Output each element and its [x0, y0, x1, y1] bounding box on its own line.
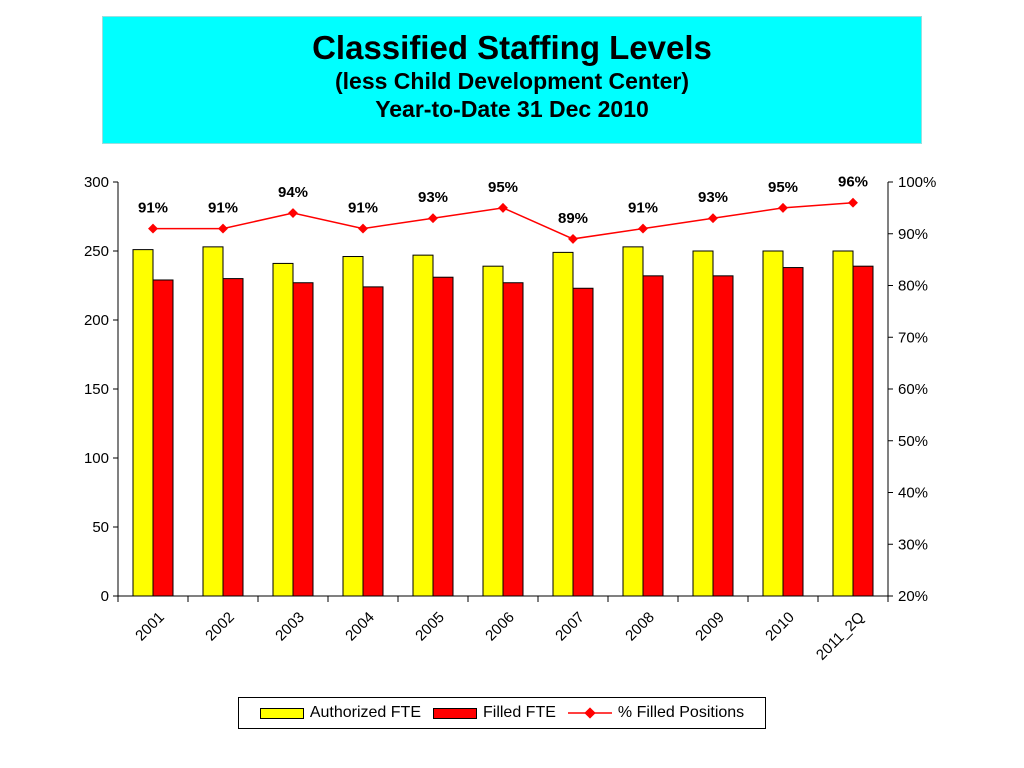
y-right-tick-label: 20% [898, 588, 928, 605]
y-right-tick-label: 100% [898, 174, 936, 191]
x-tick-label: 2006 [482, 609, 518, 645]
y-left-tick-label: 200 [84, 312, 109, 329]
percent-data-label: 91% [348, 200, 378, 217]
percent-data-label: 95% [768, 179, 798, 196]
percent-filled-point [848, 197, 858, 208]
x-tick-label: 2008 [622, 609, 658, 645]
percent-filled-point [358, 223, 368, 234]
chart-subtitle-1: (less Child Development Center) [334, 68, 690, 94]
bar-filled-fte [852, 265, 874, 597]
bar-filled-fte [572, 287, 594, 597]
bar-filled-fte [432, 276, 454, 597]
y-right-tick-label: 60% [898, 381, 928, 398]
legend-item-authorized: Authorized FTE [259, 704, 421, 722]
y-left-tick-label: 0 [101, 588, 109, 605]
bar-filled-fte [782, 267, 804, 597]
chart-legend: Authorized FTE Filled FTE % Filled Posit… [238, 697, 766, 729]
bar-filled-fte [712, 275, 734, 597]
chart-title: Classified Staffing Levels [312, 29, 712, 66]
y-left-tick-label: 300 [84, 174, 109, 191]
percent-filled-point [428, 213, 438, 224]
y-left-tick-label: 50 [92, 519, 109, 536]
bar-filled-fte [642, 275, 664, 597]
y-right-tick-label: 80% [898, 278, 928, 295]
legend-label-filled: Filled FTE [482, 704, 556, 721]
percent-filled-point [218, 223, 228, 234]
bar-filled-fte [502, 282, 524, 597]
legend-swatch-authorized [259, 707, 304, 719]
x-tick-label: 2007 [552, 609, 588, 645]
percent-data-label: 89% [558, 210, 588, 227]
chart-title-box: Classified Staffing Levels (less Child D… [102, 16, 922, 144]
bar-authorized-fte [762, 250, 784, 597]
bar-authorized-fte [272, 262, 294, 597]
percent-data-label: 96% [838, 174, 868, 191]
bar-filled-fte [152, 279, 174, 597]
legend-swatch-filled [432, 707, 477, 719]
percent-filled-point [708, 213, 718, 224]
x-tick-label: 2009 [692, 609, 728, 645]
y-right-tick-label: 40% [898, 485, 928, 502]
x-tick-label: 2005 [412, 609, 448, 645]
y-right-tick-label: 30% [898, 536, 928, 553]
legend-label-authorized: Authorized FTE [309, 704, 421, 721]
chart-plot: 0 50 100 150 200 250 300 20% 30% 40% 50% 60% 70% 80% 9… [84, 174, 936, 664]
percent-filled-point [498, 202, 508, 213]
x-tick-label: 2010 [762, 609, 798, 645]
y-right-tick-label: 90% [898, 226, 928, 243]
percent-filled-point [778, 202, 788, 213]
chart-subtitle-2: Year-to-Date 31 Dec 2010 [375, 96, 649, 122]
x-tick-label: 2011_2Q [813, 609, 868, 664]
legend-label-percent: % Filled Positions [617, 704, 745, 721]
y-right-tick-label: 70% [898, 329, 928, 346]
percent-data-label: 94% [278, 184, 308, 201]
bar-authorized-fte [692, 250, 714, 597]
bar-authorized-fte [132, 249, 154, 597]
x-tick-label: 2002 [202, 609, 238, 645]
percent-data-label: 93% [698, 189, 728, 206]
percent-filled-point [148, 223, 158, 234]
bar-authorized-fte [552, 251, 574, 597]
percent-data-label: 91% [628, 200, 658, 217]
bar-authorized-fte [622, 246, 644, 597]
legend-item-filled: Filled FTE [432, 704, 556, 722]
x-tick-label: 2001 [132, 609, 168, 645]
legend-item-percent: % Filled Positions [567, 704, 745, 722]
percent-data-label: 95% [488, 179, 518, 196]
percent-data-label: 91% [138, 200, 168, 217]
percent-data-label: 91% [208, 200, 238, 217]
bar-filled-fte [292, 282, 314, 597]
x-tick-label: 2004 [342, 609, 378, 645]
bar-authorized-fte [482, 265, 504, 597]
bar-authorized-fte [342, 256, 364, 597]
x-tick-label: 2003 [272, 609, 308, 645]
bar-authorized-fte [202, 246, 224, 597]
y-left-tick-label: 150 [84, 381, 109, 398]
percent-filled-point [288, 208, 298, 218]
percent-data-label: 93% [418, 189, 448, 206]
y-right-tick-label: 50% [898, 433, 928, 450]
percent-filled-point [568, 233, 578, 244]
legend-swatch-percent [567, 707, 612, 719]
bar-filled-fte [362, 286, 384, 597]
bar-authorized-fte [832, 250, 854, 597]
bar-authorized-fte [412, 254, 434, 597]
y-left-tick-label: 250 [84, 243, 109, 260]
percent-filled-point [638, 223, 648, 234]
y-left-tick-label: 100 [84, 450, 109, 467]
bar-filled-fte [222, 278, 244, 597]
